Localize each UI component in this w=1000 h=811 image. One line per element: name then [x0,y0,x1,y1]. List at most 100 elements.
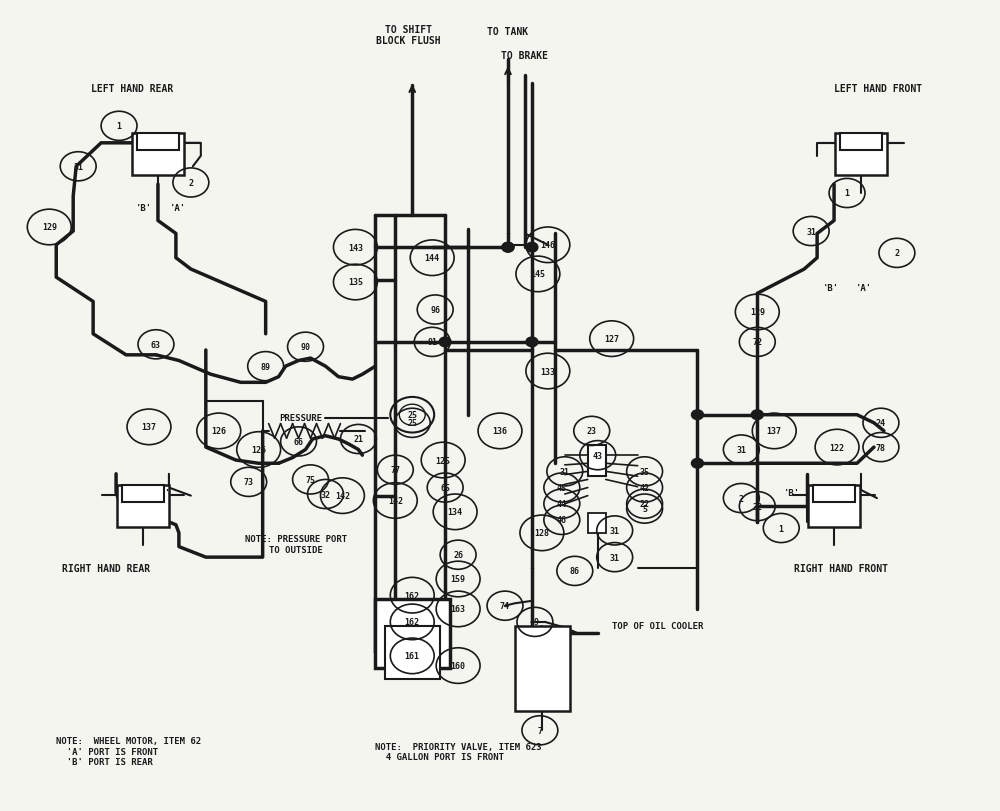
Text: NOTE:  PRIORITY VALVE, ITEM 623
  4 GALLON PORT IS FRONT: NOTE: PRIORITY VALVE, ITEM 623 4 GALLON … [375,742,542,761]
Text: NOTE:  WHEEL MOTOR, ITEM 62
  'A' PORT IS FRONT
  'B' PORT IS REAR: NOTE: WHEEL MOTOR, ITEM 62 'A' PORT IS F… [56,736,201,766]
Text: LEFT HAND FRONT: LEFT HAND FRONT [834,84,922,93]
Text: RIGHT HAND REAR: RIGHT HAND REAR [62,564,150,573]
Text: 86: 86 [570,567,580,576]
Bar [808,485,860,528]
Text: 72: 72 [752,338,762,347]
Text: 142: 142 [335,491,350,500]
Text: 135: 135 [348,278,363,287]
Text: NOTE: PRESSURE PORT
TO OUTSIDE: NOTE: PRESSURE PORT TO OUTSIDE [245,534,347,554]
Text: 163: 163 [451,605,466,614]
Bar [515,626,570,711]
Text: 160: 160 [451,661,466,670]
Text: 74: 74 [500,602,510,611]
Text: 77: 77 [390,466,400,474]
Text: TO SHIFT
BLOCK FLUSH: TO SHIFT BLOCK FLUSH [376,24,441,46]
Bar [375,599,450,668]
Text: TO BRAKE: TO BRAKE [501,51,548,62]
Text: 49: 49 [530,618,540,627]
Text: 65: 65 [440,483,450,492]
Text: 2: 2 [739,494,744,503]
Text: 2: 2 [894,249,899,258]
Text: 143: 143 [348,243,363,252]
Text: 1: 1 [845,189,850,198]
Text: 63: 63 [151,341,161,350]
Bar [588,513,606,533]
Text: 'B': 'B' [823,284,839,293]
Text: 'B': 'B' [121,488,137,497]
Text: 23: 23 [587,427,597,436]
Text: TO TANK: TO TANK [487,27,529,37]
Text: 133: 133 [540,367,555,376]
Text: 90: 90 [301,343,311,352]
Text: 31: 31 [610,553,620,562]
Bar [385,626,440,679]
Circle shape [691,459,703,469]
Text: 159: 159 [451,575,466,584]
Text: 31: 31 [736,445,746,454]
Circle shape [502,243,514,253]
Text: 31: 31 [560,467,570,476]
Text: 7: 7 [537,726,542,735]
Text: 24: 24 [876,418,886,427]
Text: 66: 66 [294,437,304,446]
Bar [137,134,179,151]
Text: 162: 162 [405,618,420,627]
Text: 144: 144 [425,254,440,263]
Text: 136: 136 [492,427,508,436]
Text: PRESSURE: PRESSURE [279,414,322,423]
Text: 91: 91 [427,338,437,347]
Bar [132,134,184,176]
Text: TOP OF OIL COOLER: TOP OF OIL COOLER [612,621,703,630]
Text: 32: 32 [752,502,762,511]
Text: 1: 1 [117,122,122,131]
Text: 31: 31 [73,162,83,172]
Text: 'B': 'B' [784,488,800,497]
Text: 129: 129 [42,223,57,232]
Circle shape [439,337,451,347]
Text: 32: 32 [320,490,330,499]
Text: 127: 127 [604,335,619,344]
Text: 22: 22 [640,500,650,508]
Text: 125: 125 [436,456,451,465]
Text: 73: 73 [244,478,254,487]
Text: 44: 44 [557,500,567,508]
Text: 26: 26 [453,551,463,560]
Circle shape [526,337,538,347]
Text: 78: 78 [876,443,886,452]
Text: 134: 134 [448,508,463,517]
Text: 31: 31 [610,526,620,535]
Text: 126: 126 [251,445,266,454]
Text: RIGHT HAND FRONT: RIGHT HAND FRONT [794,564,888,573]
Text: 145: 145 [530,270,545,279]
Bar [122,485,164,502]
Text: 'A': 'A' [155,488,171,497]
Bar [117,485,169,528]
Bar [840,134,882,151]
Text: 129: 129 [750,308,765,317]
Bar [588,446,606,477]
Text: 43: 43 [593,451,603,460]
Circle shape [691,410,703,420]
Text: 122: 122 [830,443,845,452]
Text: 5: 5 [642,504,647,513]
Text: 137: 137 [141,423,156,431]
Text: 162: 162 [405,591,420,600]
Text: 45: 45 [557,483,567,492]
Text: 142: 142 [388,496,403,505]
Text: 'A': 'A' [856,284,872,293]
Text: 31: 31 [806,227,816,236]
Text: 46: 46 [557,516,567,525]
Text: 1: 1 [779,524,784,533]
Text: 137: 137 [767,427,782,436]
Text: 128: 128 [534,529,549,538]
Circle shape [502,243,514,253]
Text: 75: 75 [306,475,316,484]
Bar [813,485,855,502]
Circle shape [751,410,763,420]
Text: 25: 25 [407,418,417,427]
Bar [835,134,887,176]
Text: 96: 96 [430,306,440,315]
Text: 'A': 'A' [816,488,832,497]
Text: 126: 126 [211,427,226,436]
Text: 'B': 'B' [136,204,152,212]
